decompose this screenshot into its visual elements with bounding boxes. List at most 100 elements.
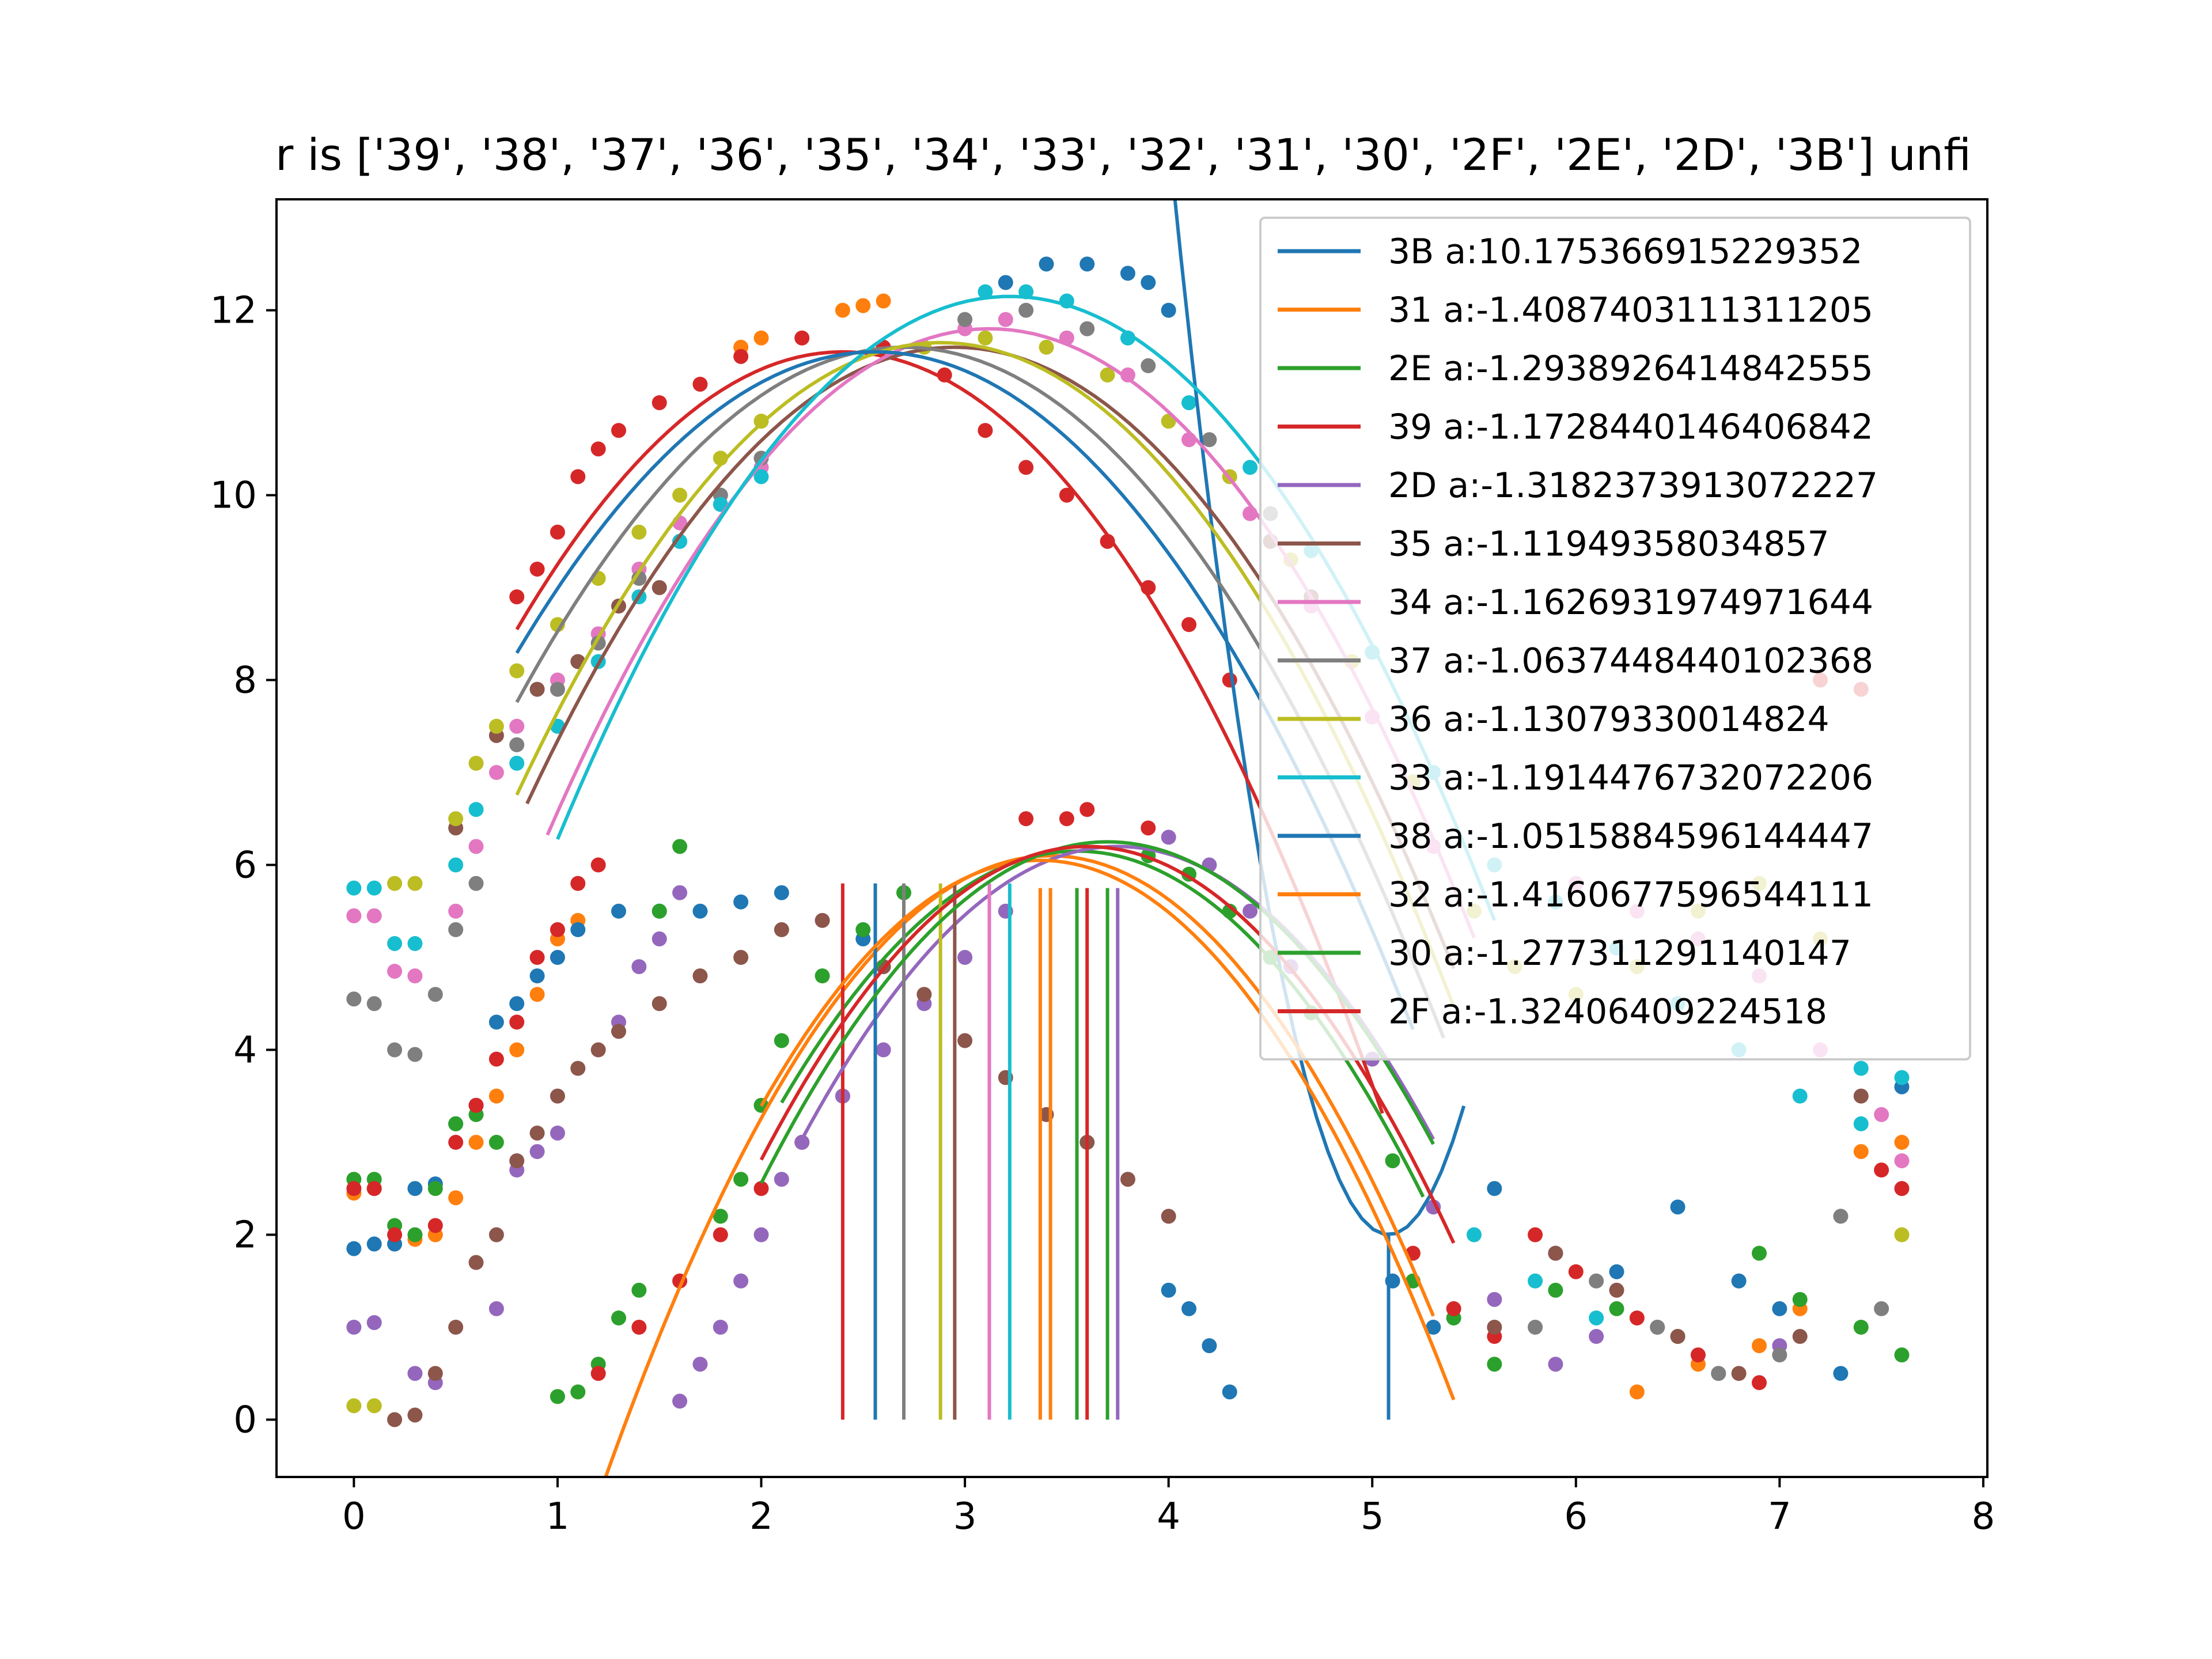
data-point bbox=[448, 922, 464, 937]
data-point bbox=[672, 1393, 688, 1409]
data-point bbox=[753, 469, 769, 484]
data-point bbox=[509, 718, 525, 734]
y-tick-label: 2 bbox=[233, 1214, 257, 1257]
data-point bbox=[1853, 1116, 1869, 1131]
data-point bbox=[570, 1384, 586, 1400]
data-point bbox=[1141, 820, 1156, 836]
data-point bbox=[957, 1033, 973, 1048]
data-point bbox=[1222, 1384, 1237, 1400]
data-point bbox=[1385, 1153, 1400, 1169]
data-point bbox=[468, 1097, 484, 1113]
data-point bbox=[692, 968, 708, 984]
data-point bbox=[1059, 811, 1074, 827]
data-point bbox=[509, 1014, 525, 1030]
data-point bbox=[1670, 1329, 1685, 1344]
data-point bbox=[1853, 1088, 1869, 1104]
data-point bbox=[957, 950, 973, 965]
data-point bbox=[509, 589, 525, 605]
data-point bbox=[448, 1135, 464, 1150]
data-point bbox=[590, 441, 606, 457]
data-point bbox=[407, 1181, 423, 1196]
data-point bbox=[407, 1047, 423, 1062]
data-point bbox=[1752, 1245, 1767, 1261]
data-point bbox=[1181, 395, 1196, 411]
data-point bbox=[1609, 1301, 1624, 1316]
data-point bbox=[509, 663, 525, 679]
data-point bbox=[1548, 1357, 1563, 1372]
data-point bbox=[448, 1320, 464, 1335]
data-point bbox=[590, 1366, 606, 1381]
data-point bbox=[387, 935, 403, 951]
data-point bbox=[1141, 358, 1156, 373]
data-point bbox=[1202, 432, 1217, 448]
legend-label: 2D a:-1.3182373913072227 bbox=[1388, 465, 1878, 506]
data-point bbox=[978, 330, 993, 346]
data-point bbox=[1894, 1135, 1910, 1150]
data-point bbox=[1426, 1320, 1441, 1335]
data-point bbox=[1894, 1347, 1910, 1363]
data-point bbox=[1690, 1347, 1706, 1363]
data-point bbox=[366, 996, 382, 1012]
data-point bbox=[1589, 1310, 1604, 1325]
data-point bbox=[529, 987, 545, 1002]
data-point bbox=[407, 1366, 423, 1381]
data-point bbox=[1141, 275, 1156, 290]
data-point bbox=[1731, 1273, 1747, 1289]
data-point bbox=[448, 1116, 464, 1131]
data-point bbox=[366, 908, 382, 923]
data-point bbox=[1792, 1329, 1808, 1344]
data-point bbox=[509, 1042, 525, 1058]
data-point bbox=[713, 1209, 728, 1224]
data-point bbox=[733, 349, 749, 364]
data-point bbox=[1120, 266, 1135, 281]
data-point bbox=[346, 991, 362, 1007]
data-point bbox=[998, 275, 1013, 290]
data-point bbox=[1243, 903, 1258, 919]
data-point bbox=[570, 876, 586, 891]
data-point bbox=[611, 423, 626, 438]
data-point bbox=[1120, 367, 1135, 382]
data-point bbox=[1792, 1088, 1808, 1104]
data-point bbox=[1161, 830, 1176, 845]
y-tick-label: 12 bbox=[210, 290, 257, 332]
data-point bbox=[753, 1227, 769, 1243]
fit-curve bbox=[515, 350, 1384, 1114]
data-point bbox=[1018, 460, 1034, 475]
data-point bbox=[855, 298, 871, 313]
data-point bbox=[1039, 339, 1054, 355]
data-point bbox=[529, 1144, 545, 1160]
legend: 3B a:10.175366915229352 31 a:-1.408740311… bbox=[1259, 217, 1971, 1060]
legend-label: 39 a:-1.1728440146406842 bbox=[1388, 407, 1873, 448]
data-point bbox=[590, 1042, 606, 1058]
data-point bbox=[652, 996, 667, 1012]
data-point bbox=[407, 968, 423, 984]
data-point bbox=[835, 302, 850, 318]
data-point bbox=[509, 737, 525, 752]
data-point bbox=[407, 1227, 423, 1243]
data-point bbox=[1548, 1282, 1563, 1298]
x-tick-label: 0 bbox=[342, 1495, 366, 1538]
data-point bbox=[488, 718, 504, 734]
y-tick-label: 0 bbox=[233, 1399, 257, 1441]
data-point bbox=[1120, 1172, 1135, 1187]
data-point bbox=[550, 950, 565, 965]
data-point bbox=[488, 1014, 504, 1030]
data-point bbox=[611, 903, 626, 919]
data-point bbox=[366, 1315, 382, 1330]
data-point bbox=[488, 1051, 504, 1067]
chart-title: r is ['39', '38', '37', '36', '35', '34'… bbox=[275, 129, 1971, 180]
data-point bbox=[427, 1218, 443, 1233]
data-point bbox=[488, 765, 504, 781]
scatter-group bbox=[346, 302, 1889, 1381]
data-point bbox=[1874, 1301, 1889, 1316]
data-point bbox=[1487, 1357, 1502, 1372]
legend-label: 34 a:-1.1626931974971644 bbox=[1388, 582, 1873, 623]
data-point bbox=[1080, 802, 1095, 817]
data-point bbox=[448, 857, 464, 873]
data-point bbox=[652, 395, 667, 411]
data-point bbox=[468, 756, 484, 771]
data-point bbox=[855, 922, 871, 937]
data-point bbox=[611, 1310, 626, 1325]
data-point bbox=[1772, 1347, 1787, 1363]
legend-label: 37 a:-1.0637448440102368 bbox=[1388, 641, 1873, 681]
